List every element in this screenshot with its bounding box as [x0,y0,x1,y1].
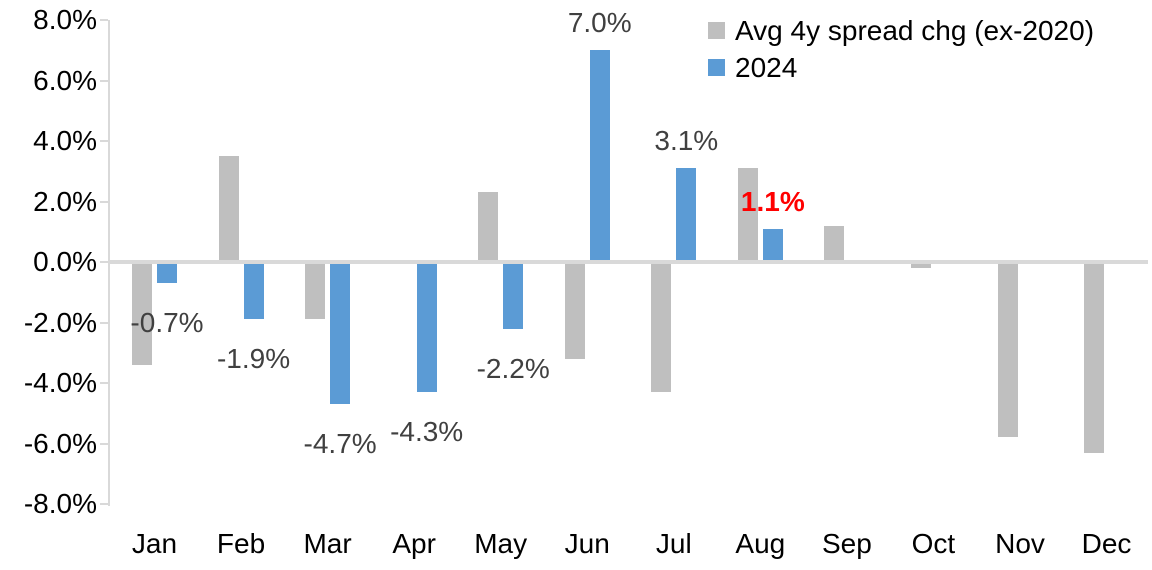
zero-gridline [110,260,1148,264]
legend-item-2024: 2024 [708,49,1094,86]
y-axis-tick [100,503,108,505]
bar-2024-mar [330,262,350,404]
y-axis-label: -6.0% [23,427,97,459]
x-axis-label-jul: Jul [655,528,692,559]
bar-2024-jul [676,168,696,262]
bar-avg-jun [565,262,585,359]
x-axis-label-oct: Oct [911,528,956,559]
y-axis-label: -8.0% [23,488,97,519]
legend: Avg 4y spread chg (ex-2020) 2024 [708,12,1094,86]
y-axis-label: 6.0% [33,64,97,96]
x-axis-label-nov: Nov [995,528,1045,559]
bar-2024-aug [763,229,783,262]
y-axis-tick [100,200,108,203]
y-axis-label: -2.0% [23,306,97,338]
y-axis-tick [100,140,108,142]
bar-avg-may [478,192,498,262]
x-axis-label-dec: Dec [1081,528,1132,559]
bar-2024-apr [417,262,437,392]
x-axis-label-mar: Mar [303,528,352,559]
y-axis-tick [100,382,108,384]
data-label-apr: -4.3% [390,416,464,447]
y-axis-label: 8.0% [33,4,97,35]
y-axis-tick [100,321,108,324]
legend-label-avg: Avg 4y spread chg (ex-2020) [735,14,1095,46]
bar-2024-jan [157,262,177,283]
legend-swatch-blue [708,59,725,76]
x-axis-label-aug: Aug [735,528,786,559]
x-axis-label-may: May [474,528,528,559]
bar-2024-may [503,262,523,329]
y-axis-tick [100,442,108,445]
y-axis-line [108,20,110,506]
data-label-feb: -1.9% [216,343,291,374]
y-axis-label: 0.0% [33,246,97,277]
y-axis-label: -4.0% [23,367,97,398]
bar-avg-aug [738,168,758,262]
legend-swatch-gray [708,22,725,39]
x-axis-label-jan: Jan [131,528,178,559]
data-label-jul: 3.1% [654,125,719,156]
bar-avg-nov [998,262,1018,437]
bar-avg-jan [132,262,152,365]
y-axis-label: 2.0% [33,185,97,217]
y-axis-tick [100,19,108,21]
bar-avg-sep [824,226,844,262]
legend-item-avg: Avg 4y spread chg (ex-2020) [708,12,1094,49]
x-axis-label-feb: Feb [216,528,266,559]
bar-avg-jul [651,262,671,392]
bar-2024-feb [244,262,264,319]
x-axis-label-jun: Jun [564,528,610,559]
data-label-may: -2.2% [476,353,550,384]
bar-2024-jun [590,50,610,262]
data-label-aug: 1.1% [740,186,805,217]
bar-avg-dec [1084,262,1104,453]
bar-avg-feb [219,156,239,262]
x-axis-label-sep: Sep [821,528,872,559]
data-label-mar: -4.7% [303,428,377,459]
y-axis-tick [100,261,108,263]
data-label-jun: 7.0% [567,7,632,38]
x-axis-label-apr: Apr [392,528,436,559]
legend-label-2024: 2024 [735,51,798,83]
y-axis-tick [100,79,108,82]
y-axis-label: 4.0% [33,125,97,156]
bar-avg-mar [305,262,325,319]
data-label-jan: -0.7% [130,307,204,338]
bar-avg-oct [911,262,931,268]
